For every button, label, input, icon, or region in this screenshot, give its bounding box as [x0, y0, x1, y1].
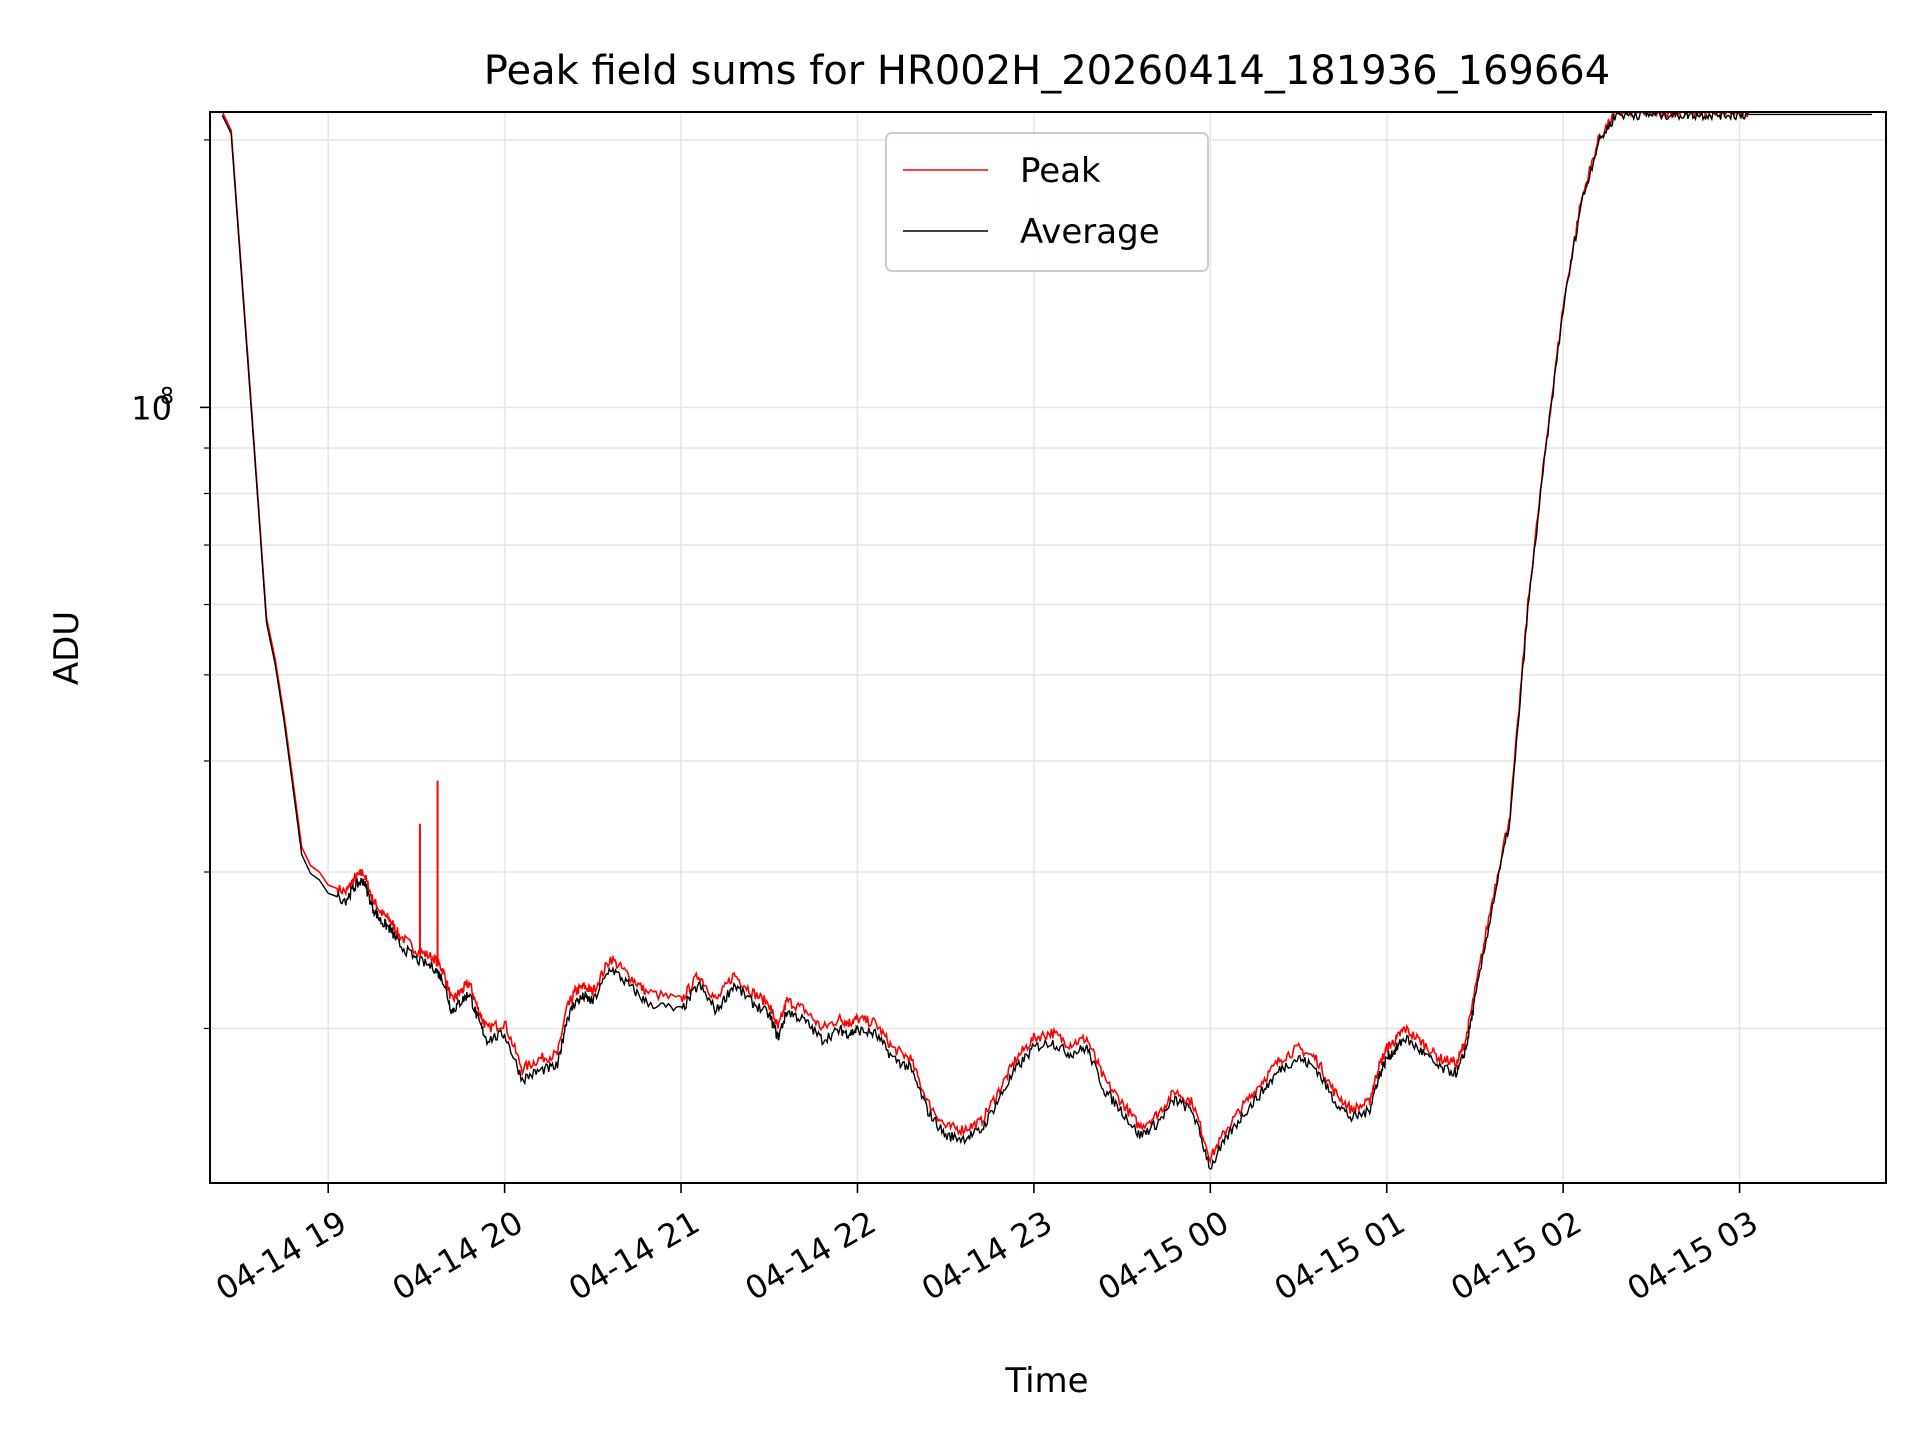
grid [210, 112, 1886, 1183]
x-axis: 04-14 19 04-14 20 04-14 21 04-14 22 04-14 23… [209, 1183, 1764, 1308]
legend-peak-label: Peak [1020, 151, 1101, 191]
chart-title: Peak field sums for HR002H_20260414_1819… [484, 48, 1610, 94]
x-axis-label: Time [1004, 1361, 1088, 1401]
y-axis-label: ADU [47, 611, 87, 685]
y-tick-label-exponent: 8 [160, 384, 174, 409]
x-tick-label: 04-14 20 [386, 1203, 530, 1308]
x-tick-label: 04-15 03 [1621, 1203, 1765, 1308]
x-tick-label: 04-14 19 [209, 1203, 353, 1308]
y-tick-label: 10 [131, 389, 172, 427]
x-tick-label: 04-15 01 [1268, 1203, 1412, 1308]
plot-lines [221, 112, 1872, 1170]
plot-frame [209, 111, 1887, 1184]
legend: Peak Average [885, 132, 1209, 272]
x-tick-label: 04-15 02 [1444, 1203, 1588, 1308]
legend-average-label: Average [1020, 212, 1160, 252]
legend-box [885, 132, 1209, 272]
x-tick-label: 04-15 00 [1092, 1203, 1236, 1308]
series-average-line [221, 112, 1872, 1170]
x-tick-label: 04-14 23 [915, 1203, 1059, 1308]
x-tick-label: 04-14 22 [739, 1203, 883, 1308]
y-axis: 108 [131, 139, 210, 1030]
x-tick-label: 04-14 21 [562, 1203, 706, 1308]
